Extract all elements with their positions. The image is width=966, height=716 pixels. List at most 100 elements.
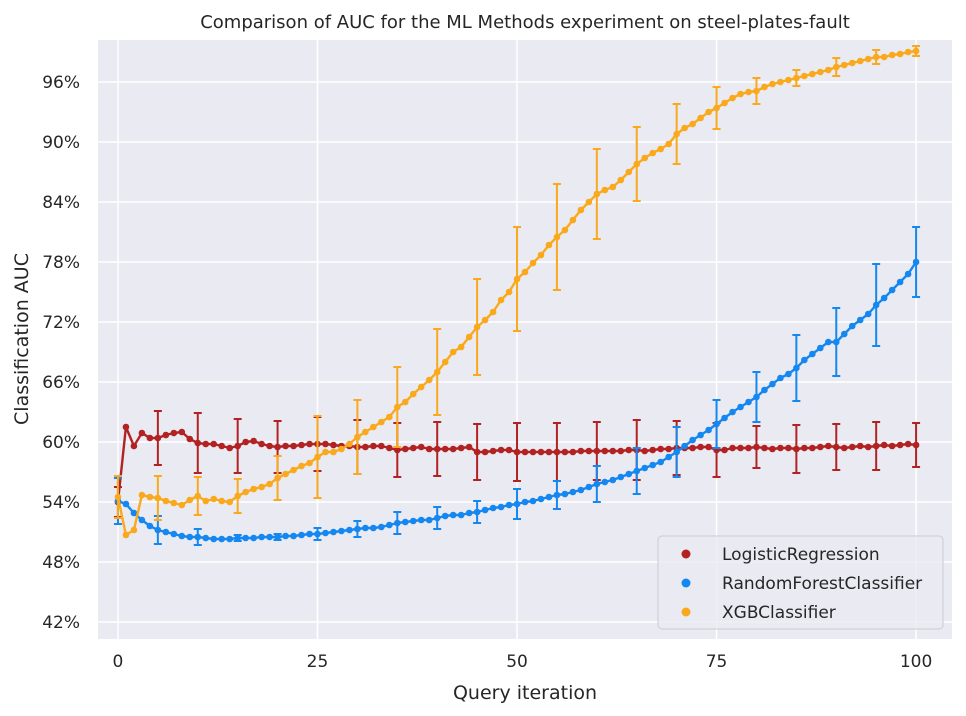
data-point: [433, 368, 441, 376]
data-point: [465, 509, 473, 517]
data-point: [521, 448, 529, 456]
data-point: [665, 140, 672, 148]
x-tick-label: 25: [307, 652, 329, 672]
data-point: [242, 534, 249, 542]
data-point: [697, 431, 704, 439]
data-point: [657, 445, 664, 453]
data-point: [417, 516, 425, 524]
data-point: [793, 364, 800, 372]
series-xgbclassifier: [113, 45, 921, 539]
legend-box: [657, 535, 944, 630]
chart-title: Comparison of AUC for the ML Methods exp…: [200, 12, 850, 33]
data-point: [210, 495, 218, 503]
data-point: [513, 275, 521, 283]
data-point: [378, 523, 385, 531]
data-point: [785, 444, 792, 452]
data-point: [489, 447, 497, 455]
data-point: [745, 398, 752, 406]
data-point: [290, 442, 297, 450]
data-point: [872, 442, 880, 450]
data-point: [625, 446, 633, 454]
data-point: [242, 438, 249, 446]
data-point: [665, 453, 672, 461]
data-point: [274, 474, 281, 482]
data-point: [761, 444, 768, 452]
data-point: [298, 531, 305, 539]
data-point: [777, 374, 784, 382]
data-point: [481, 506, 489, 514]
data-point: [681, 442, 688, 450]
data-point: [250, 485, 257, 493]
y-tick-label: 84%: [42, 193, 80, 213]
data-point: [609, 476, 617, 484]
data-point: [362, 524, 369, 532]
data-point: [681, 124, 688, 132]
data-point: [186, 533, 194, 541]
data-point: [593, 190, 601, 198]
y-tick-label: 96%: [42, 73, 80, 93]
y-tick-label: 66%: [42, 373, 80, 393]
data-point: [306, 440, 313, 448]
data-point: [401, 518, 409, 526]
data-point: [481, 316, 489, 324]
data-point: [258, 440, 265, 448]
data-point: [880, 294, 888, 302]
data-point: [465, 443, 473, 451]
data-point: [497, 503, 505, 511]
data-point: [545, 448, 553, 456]
data-point: [322, 440, 329, 448]
data-point: [793, 74, 800, 82]
data-point: [537, 448, 545, 456]
data-point: [290, 466, 297, 474]
data-point: [114, 493, 122, 501]
legend-label-randomforestclassifier: RandomForestClassifier: [722, 574, 922, 594]
y-tick-label: 48%: [42, 553, 80, 573]
data-point: [657, 145, 664, 153]
data-point: [809, 350, 816, 358]
legend-label-logisticregression: LogisticRegression: [722, 545, 880, 565]
data-point: [122, 500, 130, 508]
data-point: [848, 322, 856, 330]
data-point: [553, 448, 561, 456]
data-point: [497, 446, 505, 454]
data-point: [170, 499, 178, 507]
data-point: [170, 429, 178, 437]
data-point: [186, 435, 194, 443]
data-point: [258, 483, 265, 491]
data-point: [753, 87, 760, 95]
data-point: [912, 47, 920, 55]
data-point: [178, 501, 186, 509]
data-point: [888, 442, 896, 450]
data-point: [569, 448, 577, 456]
data-point: [561, 448, 569, 456]
data-point: [210, 535, 218, 543]
data-point: [577, 447, 585, 455]
data-point: [745, 88, 752, 96]
data-point: [274, 443, 281, 451]
data-point: [370, 442, 377, 450]
data-point: [250, 437, 257, 445]
data-point: [449, 445, 457, 453]
data-point: [226, 444, 233, 452]
data-point: [409, 444, 417, 452]
data-point: [433, 514, 441, 522]
data-point: [649, 446, 657, 454]
data-point: [888, 51, 896, 59]
legend-marker-logisticregression: [681, 549, 691, 559]
y-tick-label: 72%: [42, 313, 80, 333]
data-point: [529, 497, 537, 505]
data-point: [186, 496, 194, 504]
data-point: [880, 441, 888, 449]
data-point: [513, 500, 521, 508]
data-point: [449, 348, 457, 356]
data-point: [306, 530, 313, 538]
data-point: [705, 426, 712, 434]
data-point: [266, 533, 273, 541]
data-point: [593, 447, 601, 455]
legend-label-xgbclassifier: XGBClassifier: [722, 603, 836, 623]
data-point: [856, 442, 864, 450]
data-point: [840, 330, 848, 338]
data-point: [832, 443, 840, 451]
data-point: [641, 447, 649, 455]
data-point: [713, 104, 720, 112]
